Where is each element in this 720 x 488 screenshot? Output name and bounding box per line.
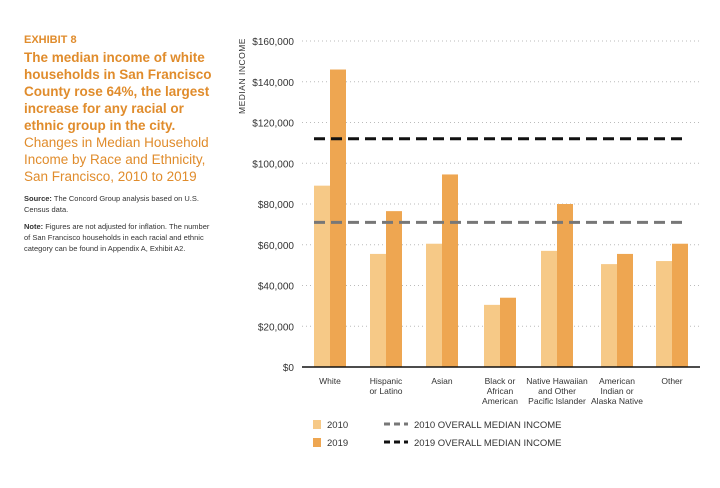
legend-label: 2019 OVERALL MEDIAN INCOME [414, 438, 561, 449]
source-text: The Concord Group analysis based on U.S.… [24, 194, 199, 214]
bar-2019 [557, 204, 573, 367]
note: Note: Figures are not adjusted for infla… [24, 221, 214, 254]
x-tick-label: American [482, 396, 518, 406]
y-tick-label: $140,000 [252, 78, 294, 89]
x-tick-label: Black or [485, 376, 516, 386]
x-tick-label: Alaska Native [591, 396, 643, 406]
bar-2010 [370, 253, 386, 367]
x-tick-label: and Other [538, 386, 576, 396]
x-tick-label: White [319, 376, 341, 386]
bar-2010 [314, 185, 330, 367]
bar-2010 [426, 243, 442, 367]
bar-2019 [617, 253, 633, 367]
x-tick-label: African [487, 386, 514, 396]
source-label: Source: [24, 194, 52, 203]
x-tick-label: Other [661, 376, 682, 386]
bar-2019 [500, 297, 516, 367]
y-tick-label: $100,000 [252, 159, 294, 170]
exhibit-label: EXHIBIT 8 [24, 34, 77, 46]
bar-2019 [442, 174, 458, 367]
source-note: Source: The Concord Group analysis based… [24, 193, 214, 215]
legend-swatch [313, 420, 321, 429]
headline: The median income of white households in… [24, 50, 212, 133]
y-axis-label: MEDIAN INCOME [237, 38, 247, 114]
x-tick-label: or Latino [369, 386, 402, 396]
legend-label: 2019 [327, 438, 348, 449]
legend-label: 2010 [327, 420, 348, 431]
text-panel: EXHIBIT 8 The median income of white hou… [24, 34, 214, 254]
legend-swatch [313, 438, 321, 447]
note-label: Note: [24, 222, 44, 231]
x-tick-label: Hispanic [370, 376, 403, 386]
x-tick-label: Asian [431, 376, 453, 386]
x-tick-label: Indian or [600, 386, 633, 396]
bar-2010 [656, 261, 672, 367]
x-tick-label: American [599, 376, 635, 386]
bar-2010 [601, 264, 617, 367]
y-tick-label: $40,000 [258, 282, 295, 293]
y-tick-label: $0 [283, 363, 295, 374]
y-tick-label: $160,000 [252, 37, 294, 48]
x-tick-label: Native Hawaiian [526, 376, 588, 386]
chart-subtitle: Changes in Median Household Income by Ra… [24, 135, 209, 184]
y-tick-label: $60,000 [258, 241, 295, 252]
bar-2010 [541, 250, 557, 367]
note-text: Figures are not adjusted for inflation. … [24, 222, 210, 253]
legend-label: 2010 OVERALL MEDIAN INCOME [414, 420, 561, 431]
bar-2019 [330, 69, 346, 368]
x-tick-label: Pacific Islander [528, 396, 586, 406]
bar-2019 [672, 243, 688, 367]
y-tick-label: $120,000 [252, 119, 294, 130]
bar-2010 [484, 304, 500, 367]
y-tick-label: $20,000 [258, 322, 295, 333]
bar-2019 [386, 211, 402, 367]
y-tick-label: $80,000 [258, 200, 295, 211]
